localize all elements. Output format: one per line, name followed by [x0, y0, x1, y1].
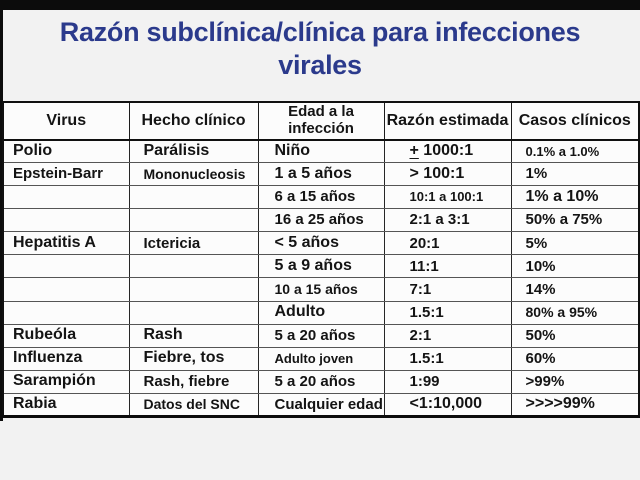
table-row: 16 a 25 años 2:1 a 3:1 50% a 75% [2, 208, 640, 233]
cell-virus: Polio [2, 139, 130, 164]
cell-razon: <1:10,000 [383, 392, 512, 418]
cell-edad: 1 a 5 años [257, 162, 385, 187]
cell-hecho: Ictericia [128, 231, 259, 256]
cell-casos: 1% [510, 162, 640, 187]
plus-minus-sign: + [409, 141, 419, 159]
cell-casos: 14% [510, 277, 640, 302]
slide-title-line-1: Razón subclínica/clínica para infeccione… [59, 17, 581, 47]
cell-razon: 1.5:1 [383, 300, 512, 325]
cell-edad: Niño [257, 139, 385, 164]
table-row: Epstein-Barr Mononucleosis 1 a 5 años > 100… [2, 162, 640, 187]
cell-edad: 10 a 15 años [257, 277, 385, 302]
slide-title-line-2: virales [278, 49, 362, 80]
cell-razon: 20:1 [383, 231, 512, 256]
cell-edad: 5 a 9 años [257, 254, 385, 279]
header-edad-infeccion: Edad a la infección [257, 101, 385, 141]
table-body: Polio Parálisis Niño + 1000:1 0.1% a 1.0% Eps… [2, 139, 640, 418]
cell-casos: >99% [510, 369, 640, 394]
cell-razon: 2:1 [383, 323, 512, 348]
cell-casos: 50% [510, 323, 640, 348]
left-edge-bar [0, 0, 3, 421]
table-header-row: Virus Hecho clínico Edad a la infección … [2, 101, 640, 141]
cell-hecho: Rash, fiebre [128, 369, 259, 394]
cell-edad: 6 a 15 años [257, 185, 385, 210]
cell-edad: 5 a 20 años [257, 369, 385, 394]
cell-casos: 5% [510, 231, 640, 256]
cell-hecho [128, 277, 259, 302]
cell-casos: 10% [510, 254, 640, 279]
table-row: Sarampión Rash, fiebre 5 a 20 años 1:99 >99% [2, 369, 640, 394]
cell-razon: + 1000:1 [383, 139, 512, 164]
table-row: 6 a 15 años 10:1 a 100:1 1% a 10% [2, 185, 640, 210]
cell-edad: 16 a 25 años [257, 208, 385, 233]
slide-title: Razón subclínica/clínica para infeccione… [0, 16, 640, 82]
table-row: Influenza Fiebre, tos Adulto joven 1.5:1 60% [2, 346, 640, 371]
cell-virus [2, 185, 130, 210]
cell-virus: Rabia [2, 392, 130, 418]
cell-casos: 60% [510, 346, 640, 371]
table-row: Rubeóla Rash 5 a 20 años 2:1 50% [2, 323, 640, 348]
cell-edad: 5 a 20 años [257, 323, 385, 348]
cell-virus [2, 208, 130, 233]
cell-razon: 11:1 [383, 254, 512, 279]
cell-razon: 2:1 a 3:1 [383, 208, 512, 233]
cell-casos: >>>>99% [510, 392, 640, 418]
cell-virus: Hepatitis A [2, 231, 130, 256]
cell-casos: 50% a 75% [510, 208, 640, 233]
cell-casos: 0.1% a 1.0% [510, 139, 640, 164]
infection-ratio-table: Virus Hecho clínico Edad a la infección … [2, 101, 640, 418]
table-row: Rabia Datos del SNC Cualquier edad <1:10,00… [2, 392, 640, 418]
cell-razon: > 100:1 [383, 162, 512, 187]
cell-edad: Adulto joven [257, 346, 385, 371]
cell-hecho: Parálisis [128, 139, 259, 164]
cell-hecho: Fiebre, tos [128, 346, 259, 371]
header-casos-clinicos: Casos clínicos [510, 101, 640, 141]
cell-casos: 1% a 10% [510, 185, 640, 210]
cell-edad: Cualquier edad [257, 392, 385, 418]
cell-virus: Epstein-Barr [2, 162, 130, 187]
table-row: Hepatitis A Ictericia < 5 años 20:1 5% [2, 231, 640, 256]
cell-virus [2, 300, 130, 325]
top-edge-bar [0, 0, 640, 10]
cell-edad: Adulto [257, 300, 385, 325]
table-row: 10 a 15 años 7:1 14% [2, 277, 640, 302]
cell-hecho: Datos del SNC [128, 392, 259, 418]
cell-hecho [128, 254, 259, 279]
table-row: Polio Parálisis Niño + 1000:1 0.1% a 1.0% [2, 139, 640, 164]
cell-virus: Sarampión [2, 369, 130, 394]
cell-virus [2, 277, 130, 302]
cell-edad: < 5 años [257, 231, 385, 256]
header-hecho-clinico: Hecho clínico [128, 101, 259, 141]
cell-hecho [128, 208, 259, 233]
cell-virus [2, 254, 130, 279]
header-virus: Virus [2, 101, 130, 141]
header-razon-estimada: Razón estimada [383, 101, 512, 141]
cell-virus: Influenza [2, 346, 130, 371]
table-row: 5 a 9 años 11:1 10% [2, 254, 640, 279]
cell-hecho [128, 300, 259, 325]
cell-hecho: Rash [128, 323, 259, 348]
cell-razon: 1:99 [383, 369, 512, 394]
cell-hecho [128, 185, 259, 210]
cell-razon: 7:1 [383, 277, 512, 302]
table-row: Adulto 1.5:1 80% a 95% [2, 300, 640, 325]
cell-razon: 10:1 a 100:1 [383, 185, 512, 210]
cell-razon: 1.5:1 [383, 346, 512, 371]
cell-hecho: Mononucleosis [128, 162, 259, 187]
cell-virus: Rubeóla [2, 323, 130, 348]
cell-casos: 80% a 95% [510, 300, 640, 325]
